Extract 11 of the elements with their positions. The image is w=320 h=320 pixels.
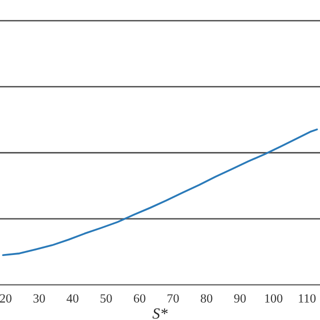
x-axis-title: S* (152, 308, 168, 319)
x-tick-label: 110 (298, 294, 316, 303)
x-tick-label: 60 (134, 294, 146, 303)
x-tick-label: 50 (100, 294, 112, 303)
x-tick-label: 20 (0, 294, 12, 303)
x-tick-label: 40 (66, 294, 78, 303)
x-tick-label: 30 (34, 294, 45, 303)
x-tick-label: 90 (234, 294, 246, 303)
x-tick-label: 70 (168, 294, 179, 303)
x-tick-label: 100 (265, 294, 282, 303)
x-tick-label: 80 (200, 294, 212, 303)
